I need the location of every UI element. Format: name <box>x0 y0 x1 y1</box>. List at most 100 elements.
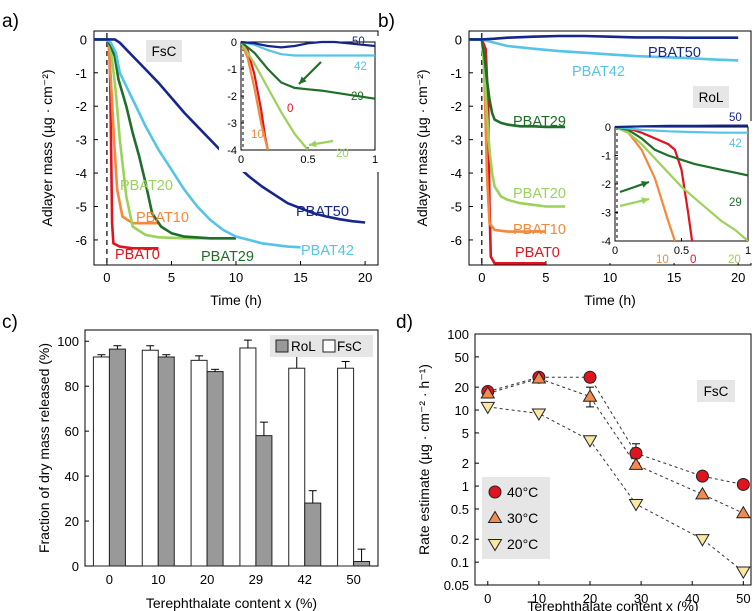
inset-x-tick-label: 0 <box>238 154 244 166</box>
series-line-30°C <box>487 377 744 514</box>
inset-frame <box>614 126 749 242</box>
x-tick-label: 50 <box>736 591 750 606</box>
inset-series-PBAT50 <box>615 124 748 129</box>
bar-RoL-20 <box>206 371 224 567</box>
x-tick-label: 29 <box>249 572 263 587</box>
y-tick-label: 50 <box>455 350 469 365</box>
inset-y-tick-label: -4 <box>227 145 237 157</box>
series-PBAT42 <box>94 38 301 249</box>
bar-FsC-42 <box>288 367 306 567</box>
panel-letter: b) <box>378 11 395 32</box>
x-axis-label: Terephthalate content x (%) <box>527 598 698 611</box>
legend-swatch-RoL <box>275 339 289 353</box>
y-tick-label: -2 <box>450 99 462 114</box>
inset-label-10: 10 <box>656 254 669 266</box>
point-40°C-50 <box>736 477 750 491</box>
x-tick-label: 30 <box>634 591 648 606</box>
y-tick-label: 80 <box>65 379 79 394</box>
series-line-40°C <box>487 376 744 485</box>
inset-series-PBAT42 <box>615 125 748 134</box>
tag-box <box>146 40 182 62</box>
series-label-PBAT10: PBAT10 <box>513 222 566 238</box>
x-tick-label: 10 <box>532 591 546 606</box>
series-label-PBAT29: PBAT29 <box>513 114 566 130</box>
bar-RoL-42 <box>304 502 322 567</box>
y-tick-label: 60 <box>65 424 79 439</box>
bar-RoL-0 <box>108 348 126 567</box>
series-label-PBAT42: PBAT42 <box>572 64 625 80</box>
x-tick-label: 42 <box>298 572 312 587</box>
inset-y-tick-label: -3 <box>601 208 611 220</box>
y-axis-label: Fraction of dry mass released (%) <box>36 343 52 553</box>
series-label-PBAT42: PBAT42 <box>301 243 354 259</box>
inset-y-tick-label: -1 <box>601 151 611 163</box>
y-tick-label: 100 <box>57 334 79 349</box>
point-30°C-50 <box>735 505 751 519</box>
x-tick-label: 0 <box>106 572 113 587</box>
bar-FsC-20 <box>190 359 208 567</box>
inset-x-tick-label: 1 <box>745 245 751 257</box>
x-tick-label: 40 <box>685 591 699 606</box>
series-label-PBAT50: PBAT50 <box>296 204 349 220</box>
x-tick-label: 20 <box>200 572 214 587</box>
series-PBAT20 <box>469 38 566 208</box>
series-PBAT42 <box>469 38 739 62</box>
point-40°C-20 <box>583 370 597 384</box>
panel-letter: a) <box>2 11 19 32</box>
x-tick-label: 0 <box>484 591 491 606</box>
inset-y-tick-label: -2 <box>227 91 237 103</box>
x-tick-label: 20 <box>358 270 372 285</box>
point-30°C-0 <box>480 386 496 399</box>
bar-FsC-0 <box>92 356 110 567</box>
inset-label-50: 50 <box>352 36 365 48</box>
inset-label-0: 0 <box>690 254 696 266</box>
bar-RoL-10 <box>157 356 175 567</box>
point-20°C-42 <box>695 534 710 547</box>
inset-x-tick-label: 0 <box>612 245 618 257</box>
inset-y-tick-label: -3 <box>227 118 237 130</box>
inset-label-50: 50 <box>729 112 742 124</box>
inset-arrow-head <box>299 76 307 84</box>
inset-x-tick-label: 0.5 <box>300 154 315 166</box>
y-tick-label: 100 <box>447 327 469 342</box>
y-axis-label: Adlayer mass (µg · cm⁻²) <box>39 69 55 226</box>
x-tick-label: 10 <box>603 270 617 285</box>
point-30°C-29 <box>628 457 644 470</box>
x-tick-label: 50 <box>346 572 360 587</box>
point-30°C-20 <box>582 389 598 402</box>
point-40°C-42 <box>695 469 709 483</box>
inset-series-PBAT29 <box>615 125 748 177</box>
x-tick-label: 15 <box>667 270 681 285</box>
inset-series-PBAT10 <box>241 41 269 150</box>
inset-y-tick-label: 0 <box>231 37 237 49</box>
y-axis-label: Adlayer mass (µg · cm⁻²) <box>414 69 430 226</box>
y-tick-label: 40 <box>65 469 79 484</box>
point-20°C-10 <box>531 408 547 422</box>
legend: RoL FsC <box>270 335 373 357</box>
tag-box <box>693 86 729 108</box>
inset-label-20: 20 <box>728 254 741 266</box>
x-tick-label: 20 <box>583 591 597 606</box>
y-tick-label: -6 <box>75 233 87 248</box>
y-tick-label: -4 <box>450 166 462 181</box>
series-label-PBAT0: PBAT0 <box>515 245 560 261</box>
inset-series-PBAT20 <box>241 41 309 150</box>
y-tick-label: 1 <box>462 479 469 494</box>
inset-label-42: 42 <box>354 61 367 73</box>
inset-y-tick-label: -1 <box>227 64 237 76</box>
inset-label-0: 0 <box>287 103 293 115</box>
x-axis-label: Terephthalate content x (%) <box>146 595 317 611</box>
x-tick-label: 0 <box>103 270 110 285</box>
legend-label-FsC: FsC <box>337 339 362 354</box>
legend-marker-40°C <box>488 485 502 499</box>
y-tick-label: -6 <box>450 233 462 248</box>
x-axis-label: Time (h) <box>210 292 262 308</box>
inset-y-tick-label: 0 <box>605 122 611 134</box>
point-20°C-0 <box>480 401 496 415</box>
series-PBAT50 <box>469 34 739 41</box>
legend-marker-30°C <box>487 510 503 524</box>
y-tick-label: 2 <box>462 456 469 471</box>
panel-letter: c) <box>2 312 18 333</box>
